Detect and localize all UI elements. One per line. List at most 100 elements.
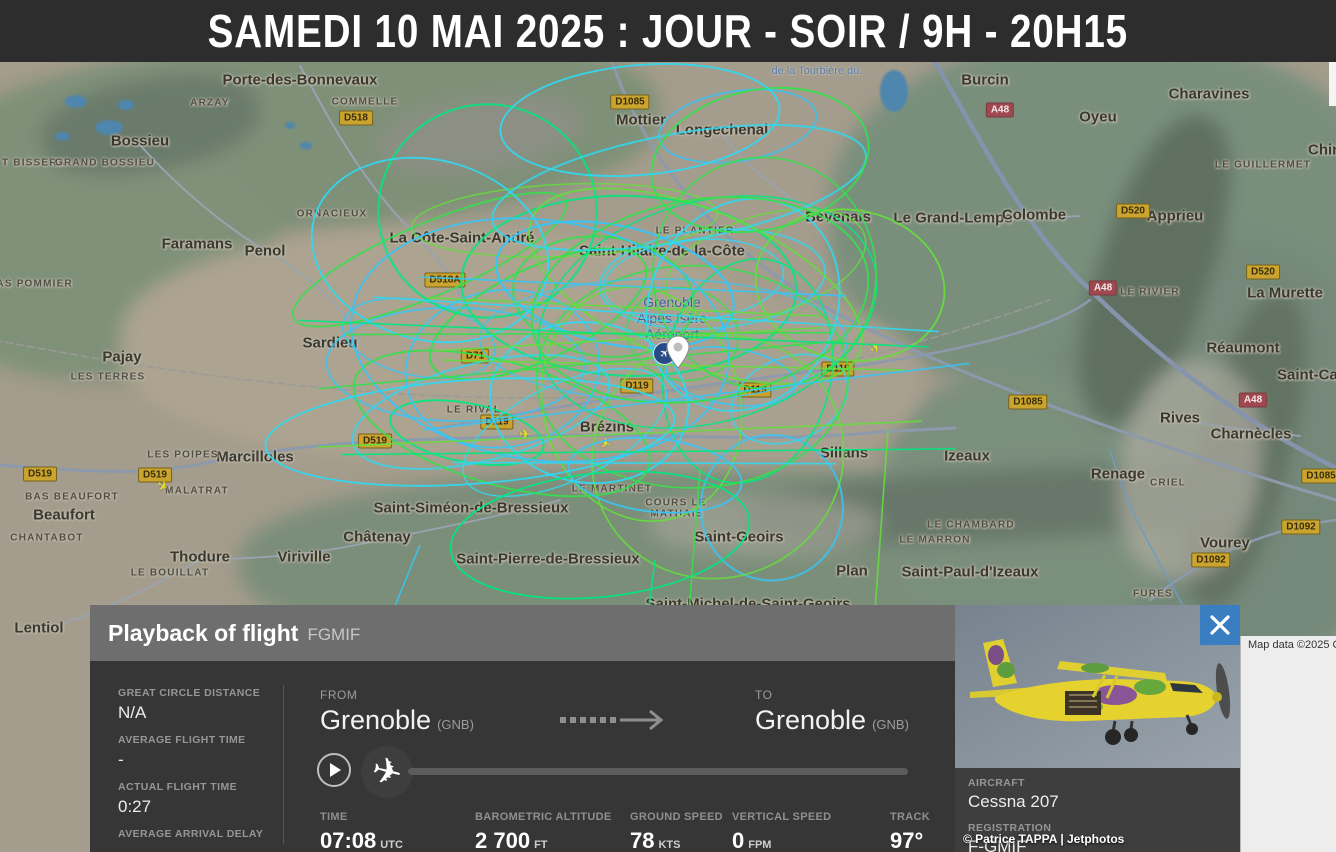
road-badge: D519	[23, 466, 57, 482]
telemetry-value: 97°	[890, 828, 924, 852]
small-aircraft-icon[interactable]: ✈	[519, 426, 531, 442]
map-label: ORNACIEUX	[296, 208, 368, 220]
road-badge: D518A	[424, 272, 466, 288]
map-label: Le Grand-Lemps	[893, 209, 1013, 227]
location-pin[interactable]	[666, 335, 690, 374]
photo-credit[interactable]: © Patrice TAPPA | Jetphotos	[963, 832, 1125, 846]
scrollbar-thumb[interactable]	[1329, 62, 1336, 106]
close-button[interactable]	[1200, 605, 1240, 645]
map-label: Renage	[1090, 465, 1146, 483]
telemetry-unit: UTC	[380, 839, 403, 851]
flight-stat-label: ACTUAL FLIGHT TIME	[118, 781, 237, 793]
aircraft-photo[interactable]	[955, 605, 1240, 768]
map-label: Brézins	[579, 418, 635, 436]
map-label: Pajay	[102, 348, 142, 366]
flight-stat-label: GREAT CIRCLE DISTANCE	[118, 687, 261, 699]
map-label: Thodure	[170, 548, 230, 566]
aircraft-field-label: REGISTRATION	[968, 822, 1052, 834]
map-attribution-area: Map data ©2025 G	[1240, 636, 1336, 852]
playback-flight-id: FGMIF	[307, 624, 361, 644]
small-aircraft-icon[interactable]: ✈	[865, 337, 885, 357]
road-badge: D119	[738, 382, 772, 398]
map-label: Châtenay	[343, 528, 411, 546]
play-icon	[330, 763, 341, 777]
playback-plane-handle[interactable]: ✈	[361, 746, 413, 798]
map-label: Bossieu	[110, 132, 170, 150]
aircraft-field: REGISTRATION F-GMIF	[968, 822, 1059, 852]
playback-header: Playback of flight FGMIF	[90, 605, 955, 661]
play-button[interactable]	[317, 753, 351, 787]
telemetry-value: 2 700	[475, 828, 531, 852]
map-label: Sardieu	[302, 334, 358, 352]
lake	[95, 120, 123, 135]
map-label: Saint-Siméon-de-Bressieux	[373, 499, 569, 517]
to-label: TO	[755, 688, 773, 702]
aircraft-field: AIRCRAFT Cessna 207	[968, 777, 1059, 812]
map-label: GRAND BOSSIEU	[54, 157, 156, 169]
to-code: (GNB)	[872, 717, 909, 732]
map-label: Penol	[244, 242, 286, 260]
map-label: LE MARRON	[899, 534, 971, 546]
map-label: LE MARTINET	[571, 483, 653, 495]
road-badge: D119	[480, 414, 514, 430]
flight-stat-value: N/A	[118, 703, 147, 722]
map-label: Colombe	[1001, 206, 1067, 224]
map-label: T BISSERA	[2, 157, 67, 169]
map-label: La Côte-Saint-André	[389, 229, 535, 247]
map-label: Porte-des-Bonnevaux	[222, 71, 378, 89]
telemetry-unit: FT	[534, 839, 548, 851]
map-label: BAS BEAUFORT	[25, 491, 119, 503]
airplane-icon: ✈	[367, 747, 407, 796]
flight-stat-label: AVERAGE FLIGHT TIME	[118, 734, 246, 746]
aircraft-photo-card: © Patrice TAPPA | Jetphotos AIRCRAFT Cess…	[955, 605, 1240, 852]
map-label: Saint-Hilaire-de-la-Côte	[579, 242, 745, 260]
map-label: ARZAY	[190, 97, 230, 109]
flight-stat-value: 0:27	[118, 797, 152, 816]
map-label: Marcilloles	[216, 448, 294, 466]
lake	[65, 95, 87, 108]
telemetry-field: TIME 07:08 UTC	[320, 811, 403, 852]
map-label: Sillans	[819, 444, 869, 462]
playback-title: Playback of flight	[108, 619, 299, 646]
map-label: CRIEL	[1150, 477, 1186, 489]
telemetry-label: TRACK	[890, 811, 930, 823]
telemetry-field: BAROMETRIC ALTITUDE 2 700 FT	[475, 811, 611, 852]
lake	[285, 122, 295, 129]
road-badge: D519	[138, 467, 172, 483]
playback-slider[interactable]	[408, 768, 908, 775]
map-label: Mottier	[616, 111, 666, 129]
map-label: Oyeu	[1079, 108, 1117, 126]
map-label: Réaumont	[1206, 339, 1280, 357]
map-attribution: Map data ©2025 G	[1248, 639, 1336, 651]
telemetry-value: 07:08	[320, 828, 377, 852]
map-label: Burcin	[961, 71, 1009, 89]
road-badge: D1092	[1281, 519, 1321, 535]
aircraft-info: AIRCRAFT Cessna 207 REGISTRATION F-GMIF	[968, 777, 1059, 852]
map-label: MATHAIS	[650, 508, 704, 520]
road-badge: D1092	[1191, 552, 1231, 568]
flight-stats-list: GREAT CIRCLE DISTANCE N/A AVERAGE FLIGHT T…	[118, 687, 278, 852]
playback-panel: Playback of flight FGMIF GREAT CIRCLE DI…	[90, 605, 955, 852]
telemetry-value: 0	[732, 828, 745, 852]
telemetry-unit: KTS	[658, 839, 681, 851]
map-label: LE CHAMBARD	[927, 519, 1015, 531]
map-label: Saint-Paul-d'Izeaux	[901, 563, 1039, 581]
road-badge: D119	[821, 361, 855, 377]
map-label: LE BOUILLAT	[130, 567, 210, 579]
map-label: LE PLANTIER	[655, 225, 735, 237]
road-badge: A48	[1238, 392, 1268, 408]
telemetry-unit: FPM	[748, 839, 772, 851]
road-badge: D1085	[610, 94, 650, 110]
map-label: BAS POMMIER	[0, 278, 73, 290]
small-aircraft-icon[interactable]: ✈	[596, 433, 614, 453]
road-badge: D520	[1116, 203, 1150, 219]
map-label: Faramans	[161, 235, 233, 253]
from-code: (GNB)	[437, 717, 474, 732]
telemetry-label: BAROMETRIC ALTITUDE	[475, 811, 612, 823]
to-city: Grenoble	[755, 705, 867, 735]
map-label: Beaufort	[33, 506, 95, 524]
map-label: Saint-Pierre-de-Bressieux	[456, 550, 640, 568]
road-badge: D520	[1246, 264, 1280, 280]
map-label: LES POIPES	[147, 449, 219, 461]
